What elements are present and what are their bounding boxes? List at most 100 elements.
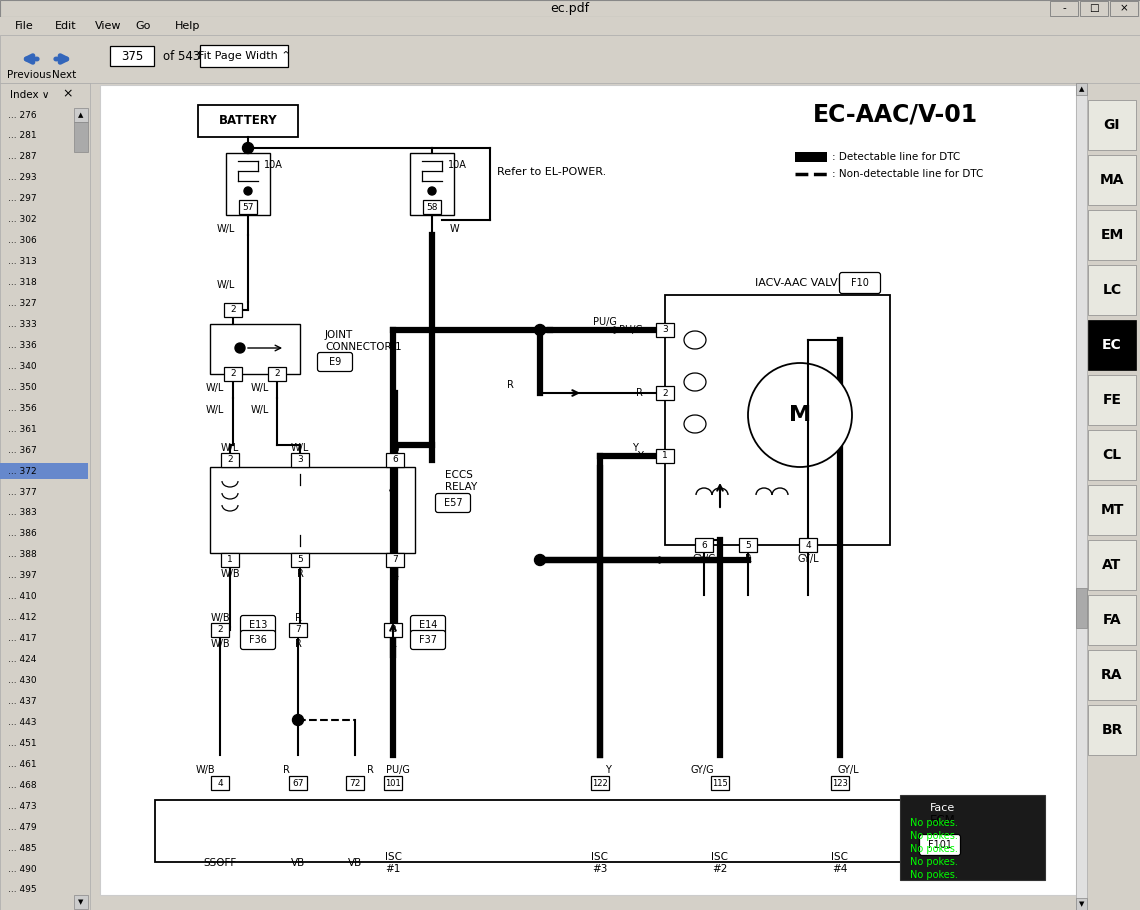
Text: 67: 67 [292,778,303,787]
Text: ... 356: ... 356 [8,404,36,413]
Bar [386,453,404,467]
Text: ▼: ▼ [79,899,83,905]
Text: R: R [744,554,751,564]
Bar [1050,1,1078,16]
Text: ... 412: ... 412 [8,613,36,622]
Bar [210,324,300,374]
Text: W: W [390,443,400,453]
Bar [1088,155,1135,205]
Text: W/L: W/L [206,383,225,393]
Bar [1110,1,1138,16]
Bar [1088,265,1135,315]
Text: ... 485: ... 485 [8,844,36,853]
Text: R: R [390,639,397,649]
Text: ... 451: ... 451 [8,739,36,748]
Bar [223,303,242,317]
Text: No pokes.: No pokes. [910,870,958,880]
Bar [0,17,1140,35]
Text: BATTERY: BATTERY [219,115,277,127]
Text: F37: F37 [420,635,437,645]
Bar [1088,320,1135,370]
Text: 5: 5 [298,555,303,564]
Text: CONNECTOR-1: CONNECTOR-1 [325,342,401,352]
Bar [74,895,88,909]
Bar [74,108,88,122]
FancyBboxPatch shape [839,272,880,294]
Bar [226,153,270,215]
Text: ... 437: ... 437 [8,697,36,706]
Text: 2: 2 [275,369,279,379]
Text: LC: LC [1102,283,1122,297]
Text: R: R [636,388,643,398]
Text: ISC
#4: ISC #4 [831,852,848,874]
Text: VB: VB [291,858,306,868]
Bar [410,153,454,215]
FancyBboxPatch shape [920,834,961,855]
Bar [155,800,910,862]
Text: SSOFF: SSOFF [203,858,237,868]
Text: ... 333: ... 333 [8,320,36,329]
Bar [0,0,1140,17]
Text: ... 430: ... 430 [8,676,36,685]
Text: AT: AT [1102,558,1122,572]
Text: Help: Help [176,21,201,31]
Text: ... 367: ... 367 [8,446,36,455]
Bar [1088,210,1135,260]
Text: : Detectable line for DTC: : Detectable line for DTC [832,152,960,162]
Text: ECM: ECM [930,814,955,826]
Text: W/B: W/B [210,613,230,623]
Bar [799,538,817,552]
Text: 10A: 10A [264,160,283,170]
FancyBboxPatch shape [241,615,276,634]
Bar [291,553,309,567]
Bar [347,776,364,790]
Text: □: □ [1089,4,1099,14]
Text: Go: Go [135,21,150,31]
Text: No pokes.: No pokes. [910,844,958,854]
Bar [1088,100,1135,150]
Text: ... 386: ... 386 [8,530,36,539]
Text: ... 287: ... 287 [8,152,36,161]
Text: 101: 101 [385,778,401,787]
Text: ... 336: ... 336 [8,341,36,350]
Text: F36: F36 [249,635,267,645]
Text: M: M [789,405,811,425]
Text: ... 276: ... 276 [8,110,36,119]
Text: 115: 115 [712,778,727,787]
Text: R: R [294,639,301,649]
Text: EC: EC [1102,338,1122,352]
Text: ... 293: ... 293 [8,173,36,182]
Text: 4: 4 [805,541,811,550]
Text: Refer to EL-POWER.: Refer to EL-POWER. [497,167,606,177]
Text: 58: 58 [426,203,438,211]
Text: 2: 2 [218,625,222,634]
Text: 6: 6 [701,541,707,550]
Text: ec.pdf: ec.pdf [551,2,589,15]
Circle shape [244,187,252,195]
Text: Index ∨: Index ∨ [10,90,49,100]
Text: E57: E57 [443,498,463,508]
Text: RA: RA [1101,668,1123,682]
Bar [0,463,88,479]
Text: FA: FA [1102,613,1122,627]
Bar [221,553,239,567]
Text: : Non-detectable line for DTC: : Non-detectable line for DTC [832,169,984,179]
Text: 6: 6 [392,456,398,464]
Bar [1088,485,1135,535]
Text: Face: Face [930,803,955,813]
Bar [899,795,1045,880]
Text: ISC
#2: ISC #2 [711,852,728,874]
Text: W/L: W/L [206,405,225,415]
Text: VB: VB [348,858,363,868]
Bar [0,83,90,910]
FancyBboxPatch shape [241,631,276,650]
Text: 2: 2 [390,625,396,634]
Bar [221,453,239,467]
Bar [1088,540,1135,590]
Bar [198,105,298,137]
Text: 5: 5 [746,541,751,550]
Text: ×: × [1119,4,1129,14]
Text: W/L: W/L [251,405,269,415]
Text: ... 410: ... 410 [8,592,36,602]
Text: R: R [506,380,513,390]
